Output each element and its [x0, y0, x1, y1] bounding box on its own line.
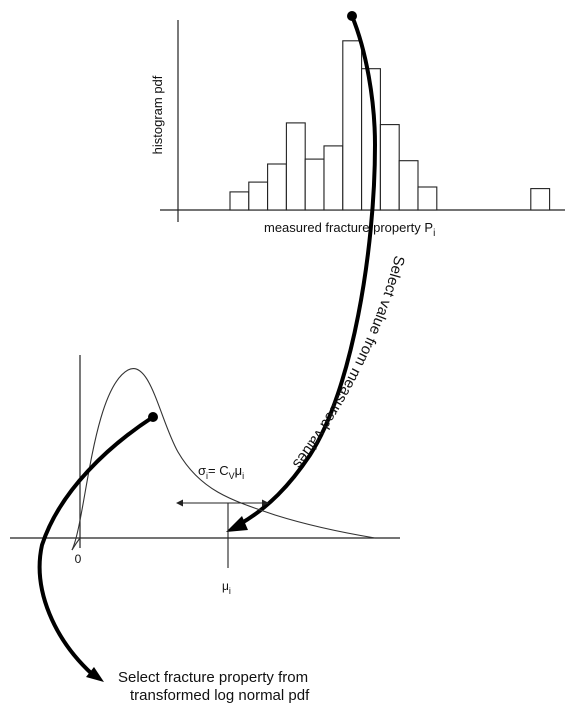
histogram-y-label: histogram pdf [150, 75, 165, 154]
histogram-bar [417, 186, 438, 211]
histogram-bar [304, 158, 325, 211]
histogram-bar [285, 122, 306, 211]
caption-line-1: Select fracture property from [118, 669, 308, 686]
histogram-x-label: measured fracture property Pi [264, 220, 435, 239]
histogram-bar [379, 124, 400, 211]
lognormal-pdf-curve [71, 367, 376, 551]
lognormal-tail [71, 537, 81, 551]
sigma-equation: σi= CVμi [198, 463, 244, 481]
lognormal-panel: 0 σi= CVμi μi [10, 355, 400, 682]
histogram-bars [229, 40, 551, 211]
origin-label: 0 [75, 552, 82, 566]
histogram-bar [229, 191, 250, 211]
pdf-selection-arrow-curve [37, 415, 155, 676]
histogram-bar [398, 160, 419, 211]
histogram-bar [342, 40, 363, 211]
selection-arrow-curve [238, 14, 378, 526]
caption-line-2: transformed log normal pdf [130, 687, 310, 704]
histogram-bar [530, 188, 551, 211]
histogram-panel: histogram pdf measured fracture property… [150, 20, 565, 239]
histogram-bar [267, 163, 287, 211]
pdf-selection-arrowhead [86, 667, 104, 682]
histogram-bar [323, 145, 344, 211]
histogram-bar [248, 181, 269, 211]
mean-label: μi [222, 579, 231, 596]
caption: Select fracture property from transforme… [118, 669, 310, 704]
selection-arrowhead [226, 516, 248, 532]
